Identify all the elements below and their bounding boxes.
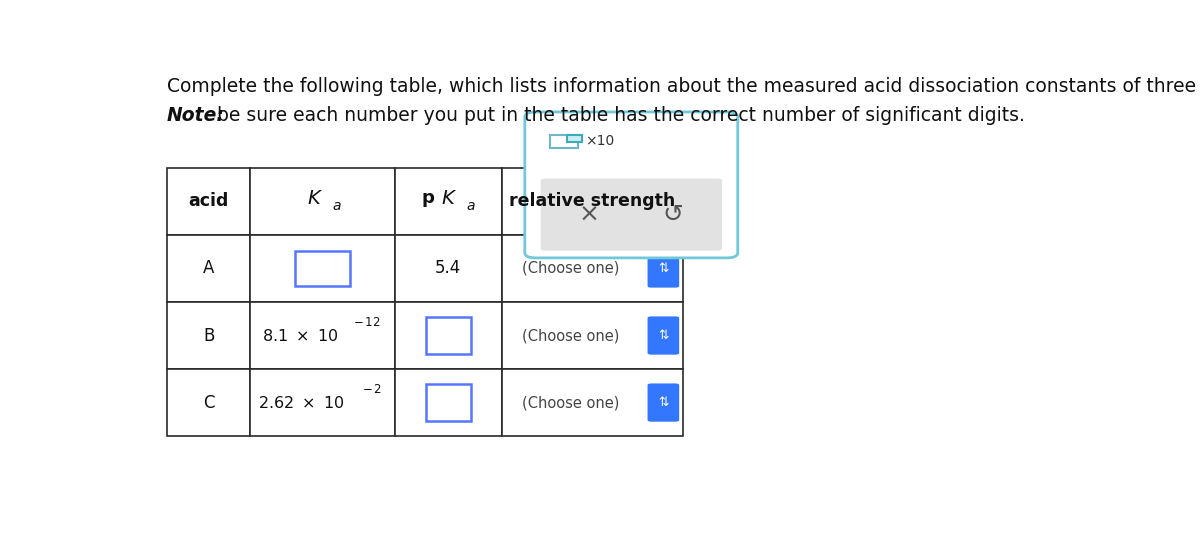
Bar [426,384,470,421]
Text: $2.62\ \times\ 10$: $2.62\ \times\ 10$ [258,395,344,410]
Bar [502,168,683,235]
Bar [426,317,470,354]
Text: $8.1\ \times\ 10$: $8.1\ \times\ 10$ [262,327,338,343]
FancyBboxPatch shape [648,383,679,422]
Text: A: A [203,260,215,278]
Bar [502,235,683,302]
Text: relative strength: relative strength [509,192,676,210]
Text: $\mathit{a}$: $\mathit{a}$ [331,199,341,213]
Text: Note:: Note: [167,106,224,126]
Bar [251,235,395,302]
Text: $\mathit{K}$: $\mathit{K}$ [307,188,323,208]
Text: $-\,12$: $-\,12$ [353,316,380,329]
Bar [167,369,251,436]
Text: $-\,2$: $-\,2$ [362,383,382,396]
Bar [251,302,395,369]
Text: p: p [421,189,434,207]
FancyBboxPatch shape [540,179,722,251]
Text: $\mathit{a}$: $\mathit{a}$ [466,199,475,213]
Text: ⇅: ⇅ [658,396,668,409]
Text: (Choose one): (Choose one) [522,328,619,343]
Bar [395,168,502,235]
Bar [251,369,395,436]
Bar [251,168,395,235]
Text: be sure each number you put in the table has the correct number of significant d: be sure each number you put in the table… [211,106,1025,126]
Text: ⇅: ⇅ [658,262,668,275]
Bar [502,369,683,436]
Text: (Choose one): (Choose one) [522,395,619,410]
Text: acid: acid [188,192,229,210]
Text: ×: × [578,203,600,226]
Text: ↺: ↺ [662,203,684,226]
Text: 5.4: 5.4 [434,260,461,278]
Text: B: B [203,327,215,344]
Bar [566,135,582,142]
Text: ⇅: ⇅ [658,329,668,342]
FancyBboxPatch shape [648,316,679,355]
Text: ×10: ×10 [586,134,614,148]
Bar [395,235,502,302]
Text: Complete the following table, which lists information about the measured acid di: Complete the following table, which list… [167,77,1200,96]
Bar [502,302,683,369]
Text: (Choose one): (Choose one) [522,261,619,276]
Bar [395,302,502,369]
Bar [167,235,251,302]
Bar [550,135,578,148]
FancyBboxPatch shape [648,250,679,288]
Bar [167,302,251,369]
Text: C: C [203,393,215,412]
Text: $\mathit{K}$: $\mathit{K}$ [440,188,457,208]
FancyBboxPatch shape [524,112,738,258]
Bar [295,251,350,286]
Bar [167,168,251,235]
Bar [395,369,502,436]
